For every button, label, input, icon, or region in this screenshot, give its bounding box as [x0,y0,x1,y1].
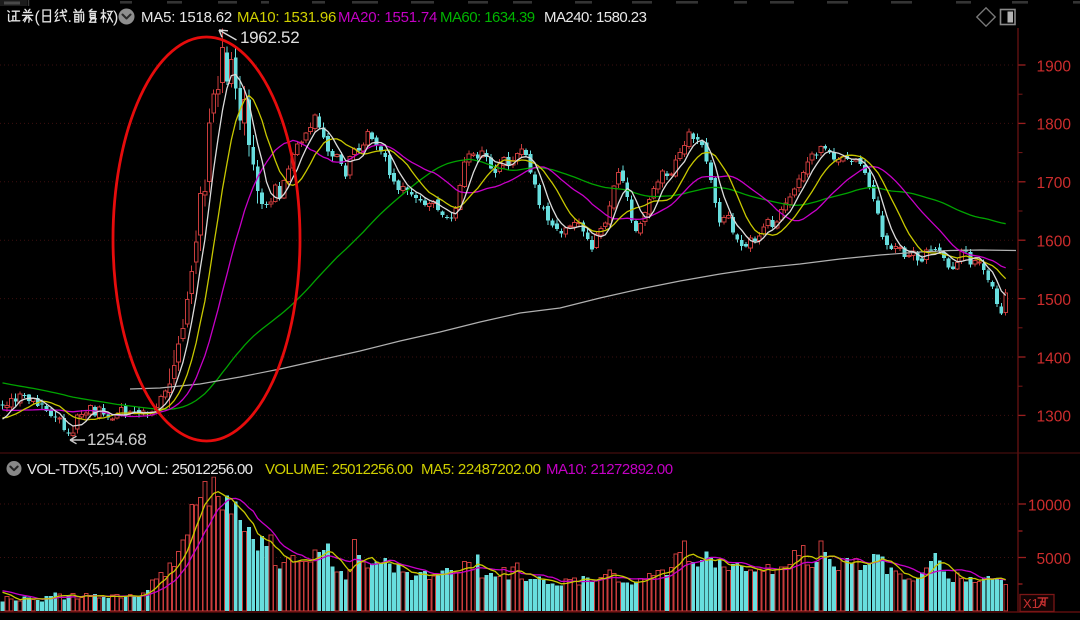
svg-text:VVOL: 25012256.00: VVOL: 25012256.00 [127,461,253,478]
svg-text:1962.52: 1962.52 [240,28,299,47]
svg-text:.: . [68,9,72,26]
svg-text:1400: 1400 [1037,350,1072,367]
svg-text:MA60: 1634.39: MA60: 1634.39 [440,9,535,26]
svg-text:MA5: 1518.62: MA5: 1518.62 [141,9,232,26]
svg-text:1500: 1500 [1037,292,1072,309]
svg-text:1300: 1300 [1037,409,1072,426]
svg-text:MA5: 22487202.00: MA5: 22487202.00 [421,461,541,478]
svg-text:1800: 1800 [1037,117,1072,134]
svg-text:5000: 5000 [1037,551,1072,568]
svg-text:MA240: 1580.23: MA240: 1580.23 [544,9,647,26]
svg-text:MA10: 1531.96: MA10: 1531.96 [237,9,336,26]
svg-text:VOLUME: 25012256.00: VOLUME: 25012256.00 [265,461,413,478]
svg-text:MA20: 1551.74: MA20: 1551.74 [338,9,437,26]
svg-text:): ) [113,9,118,26]
svg-text:1900: 1900 [1037,58,1072,75]
svg-text:1254.68: 1254.68 [87,430,146,449]
svg-text:1600: 1600 [1037,234,1072,251]
svg-text:10000: 10000 [1028,497,1071,514]
svg-text:(: ( [35,9,41,26]
svg-text:X1: X1 [1023,596,1039,611]
svg-text:VOL-TDX(5,10): VOL-TDX(5,10) [27,461,124,478]
svg-text:MA10: 21272892.00: MA10: 21272892.00 [546,461,673,478]
svg-text:1700: 1700 [1037,175,1072,192]
